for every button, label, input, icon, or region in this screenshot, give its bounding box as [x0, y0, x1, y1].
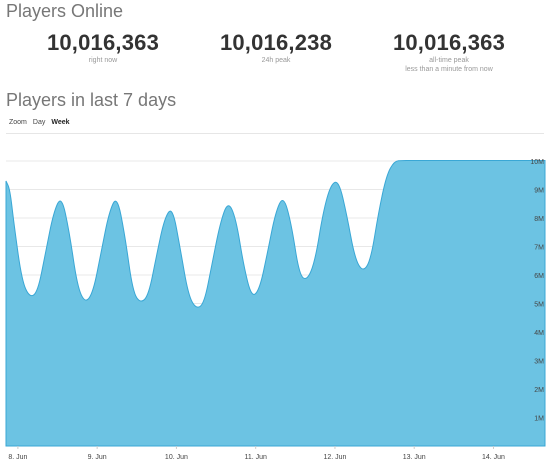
zoom-day-button[interactable]: Day	[32, 119, 46, 126]
stat-sublabel: less than a minute from now	[405, 66, 493, 73]
x-axis: 8. Jun 9. Jun 10. Jun 11. Jun 12. Jun 13. Jun…	[8, 446, 505, 461]
stat-right-now: 10,016,363 right now	[18, 30, 188, 65]
chart-area	[5, 160, 546, 447]
players-online-title: Players Online	[6, 1, 124, 21]
y-axis: 1M 2M 3M 4M 5M 6M 7M 8M 9M 10M	[530, 159, 544, 423]
y-tick-label: 4M	[534, 330, 544, 337]
y-tick-label: 6M	[534, 273, 544, 280]
stat-value: 10,016,363	[392, 30, 506, 55]
x-tick-label: 9. Jun	[88, 454, 107, 461]
x-tick-label: 13. Jun	[403, 454, 426, 461]
y-tick-label: 7M	[534, 245, 544, 252]
y-tick-label: 10M	[530, 159, 544, 166]
y-tick-label: 3M	[534, 359, 544, 366]
y-tick-label: 9M	[534, 188, 544, 195]
zoom-week-button[interactable]: Week	[51, 119, 70, 126]
x-tick-label: 10. Jun	[165, 454, 188, 461]
x-tick-label: 11. Jun	[244, 454, 267, 461]
stat-value: 10,016,238	[219, 30, 333, 55]
divider	[6, 133, 544, 134]
series-area	[5, 160, 546, 447]
chart-title: Players in last 7 days	[6, 90, 177, 110]
stat-value: 10,016,363	[46, 30, 160, 55]
stat-24h-peak: 10,016,238 24h peak	[191, 30, 361, 65]
stat-label: 24h peak	[261, 57, 291, 64]
y-tick-label: 1M	[534, 416, 544, 423]
x-tick-label: 12. Jun	[323, 454, 346, 461]
y-tick-label: 5M	[534, 302, 544, 309]
x-tick-label: 8. Jun	[8, 454, 27, 461]
zoom-label: Zoom	[9, 119, 27, 126]
stat-label: right now	[88, 57, 118, 64]
stat-label: all-time peak	[429, 57, 469, 64]
zoom-bar: Zoom Day Week	[8, 118, 71, 127]
y-tick-label: 8M	[534, 216, 544, 223]
stat-all-time-peak: 10,016,363 all-time peak less than a min…	[364, 30, 534, 74]
x-tick-label: 14. Jun	[482, 454, 505, 461]
y-tick-label: 2M	[534, 387, 544, 394]
